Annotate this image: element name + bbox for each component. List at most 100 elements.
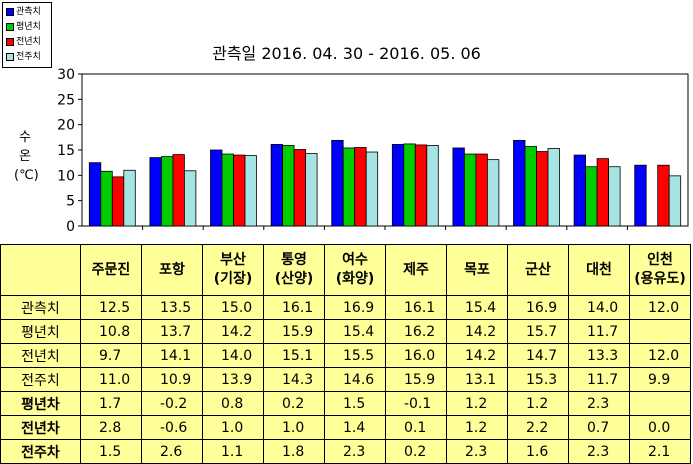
bar bbox=[342, 147, 356, 227]
bar bbox=[608, 166, 621, 227]
bar bbox=[172, 154, 185, 227]
bar bbox=[233, 154, 246, 227]
bar bbox=[183, 170, 197, 227]
y-axis-label-line: 수 bbox=[19, 130, 31, 145]
table-cell: 16.0 bbox=[385, 343, 447, 368]
table-header-cell: 제주 bbox=[385, 244, 447, 296]
table-header-text: (기장) bbox=[213, 271, 253, 287]
table-cell: 0.0 bbox=[629, 415, 691, 440]
y-tick-label: 10 bbox=[57, 168, 75, 184]
table-cell: 1.2 bbox=[446, 391, 508, 416]
table-cell: 16.9 bbox=[507, 295, 569, 320]
y-tick-label: 20 bbox=[57, 118, 75, 134]
bar bbox=[547, 148, 560, 227]
chart-title: 관측일 2016. 04. 30 - 2016. 05. 06 bbox=[212, 44, 481, 63]
y-tick-label: 15 bbox=[57, 143, 75, 159]
table-row-label: 전년치 bbox=[0, 343, 81, 368]
table-cell: 14.0 bbox=[568, 295, 630, 320]
table-row: 전주차 1.5 2.6 1.1 1.8 2.3 0.2 2.3 1.6 2.3 2.1 bbox=[0, 439, 691, 464]
bar bbox=[282, 145, 295, 227]
table-header-text: 제주 bbox=[403, 261, 429, 278]
table-cell bbox=[629, 391, 691, 416]
table-cell: 14.6 bbox=[324, 367, 386, 392]
table-row-label: 관측치 bbox=[0, 295, 81, 320]
table-cell: 9.9 bbox=[629, 367, 691, 392]
table-cell: 13.5 bbox=[141, 295, 203, 320]
table-cell: 1.2 bbox=[446, 415, 508, 440]
bar bbox=[452, 147, 465, 227]
table-cell: 14.2 bbox=[202, 319, 264, 344]
table-cell: 14.0 bbox=[202, 343, 264, 368]
table-cell: 1.7 bbox=[80, 391, 142, 416]
table-corner-cell bbox=[0, 244, 81, 296]
table-cell: 2.1 bbox=[629, 439, 691, 464]
table-header-text: 여수 bbox=[342, 252, 368, 268]
y-tick-label: 25 bbox=[57, 92, 75, 108]
table-header-text: 포항 bbox=[159, 261, 185, 278]
legend-swatch bbox=[6, 38, 14, 46]
legend-item: 평년치 bbox=[6, 21, 41, 33]
table-cell: 2.8 bbox=[80, 415, 142, 440]
table-row: 평년차 1.7 -0.2 0.8 0.2 1.5 -0.1 1.2 1.2 2.3 bbox=[0, 391, 691, 416]
bar bbox=[221, 153, 234, 227]
bar bbox=[475, 153, 488, 227]
table-cell: 0.7 bbox=[568, 415, 630, 440]
bar bbox=[160, 156, 174, 227]
table-header-cell: 포항 bbox=[141, 244, 203, 296]
bar bbox=[524, 146, 537, 227]
table-cell: 13.3 bbox=[568, 343, 630, 368]
table-cell: 9.7 bbox=[80, 343, 142, 368]
legend-label: 관측치 bbox=[16, 7, 41, 17]
table-cell: 0.2 bbox=[385, 439, 447, 464]
table-row: 관측치 12.5 13.5 15.0 16.1 16.9 16.1 15.4 16.9 14.0 1… bbox=[0, 295, 691, 320]
legend-swatch bbox=[6, 53, 14, 61]
y-axis-label-line: (℃) bbox=[14, 168, 39, 183]
table-cell: 13.1 bbox=[446, 367, 508, 392]
table-cell: 11.7 bbox=[568, 319, 630, 344]
bar bbox=[573, 154, 586, 227]
legend-item: 전주치 bbox=[6, 51, 41, 63]
bar bbox=[365, 151, 379, 227]
legend-item: 관측치 bbox=[6, 6, 41, 18]
table-cell: 15.7 bbox=[507, 319, 569, 344]
table-cell: 2.2 bbox=[507, 415, 569, 440]
table-header-text: 목포 bbox=[464, 261, 490, 278]
table-cell: -0.6 bbox=[141, 415, 203, 440]
table-header-text: 인천 bbox=[647, 252, 673, 268]
table-header-text: (산양) bbox=[274, 271, 314, 287]
y-tick-label: 5 bbox=[66, 194, 75, 210]
table-header-cell: 대천 bbox=[568, 244, 630, 296]
bar bbox=[414, 144, 428, 227]
table-cell: 15.5 bbox=[324, 343, 386, 368]
table-cell: -0.1 bbox=[385, 391, 447, 416]
table-cell: 14.2 bbox=[446, 319, 508, 344]
table-cell: 11.0 bbox=[80, 367, 142, 392]
table-cell: 1.2 bbox=[507, 391, 569, 416]
bar bbox=[596, 158, 609, 227]
table-cell: 1.5 bbox=[80, 439, 142, 464]
bar bbox=[463, 153, 477, 227]
bar bbox=[293, 149, 307, 227]
table-header-text: 통영 bbox=[281, 252, 307, 268]
bar bbox=[634, 164, 647, 227]
table-cell: 13.7 bbox=[141, 319, 203, 344]
table-cell: 14.2 bbox=[446, 343, 508, 368]
table-cell: 14.7 bbox=[507, 343, 569, 368]
table-cell: 2.3 bbox=[568, 439, 630, 464]
table-cell: 12.0 bbox=[629, 295, 691, 320]
table-row: 평년치 10.8 13.7 14.2 15.9 15.4 16.2 14.2 15.7 11.7 bbox=[0, 319, 691, 344]
table-cell: 2.3 bbox=[324, 439, 386, 464]
bar bbox=[486, 159, 500, 227]
table-header-text: 군산 bbox=[525, 261, 551, 278]
table-row-label: 평년치 bbox=[0, 319, 81, 344]
table-header-text: 부산 bbox=[220, 252, 246, 268]
table-cell: 15.1 bbox=[263, 343, 325, 368]
table-row: 전주치 11.0 10.9 13.9 14.3 14.6 15.9 13.1 15.3 11.7 9… bbox=[0, 367, 691, 392]
table-cell: 1.1 bbox=[202, 439, 264, 464]
table-cell: -0.2 bbox=[141, 391, 203, 416]
table-cell: 14.3 bbox=[263, 367, 325, 392]
bar bbox=[210, 149, 223, 227]
table-cell: 12.0 bbox=[629, 343, 691, 368]
table-header-cell: 인천 (용유도) bbox=[629, 244, 691, 296]
table-cell: 14.1 bbox=[141, 343, 203, 368]
